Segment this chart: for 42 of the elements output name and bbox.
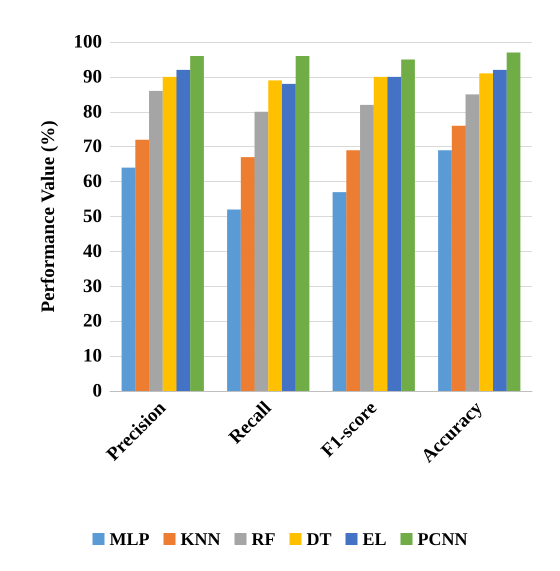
bar [401,59,415,391]
legend-label: RF [251,529,276,549]
bar [227,210,241,391]
y-tick-label: 40 [83,240,102,262]
legend-label: DT [306,529,332,549]
bar [332,192,346,391]
bar [346,150,360,391]
y-tick-label: 100 [74,32,102,52]
bar [296,56,310,391]
y-tick-label: 30 [83,276,102,297]
bar [452,126,466,391]
legend-label: PCNN [418,529,468,549]
y-tick-label: 0 [92,380,102,402]
y-tick-label: 80 [83,101,102,122]
legend-label: MLP [110,529,150,549]
bar [149,90,163,391]
bar [479,73,493,391]
y-tick-label: 60 [83,171,102,192]
y-tick-label: 90 [83,66,102,88]
bar [387,76,402,391]
y-axis-title: Performance Value (%) [38,120,59,313]
bar [492,70,507,391]
y-tick-label: 70 [83,136,102,158]
bar [240,157,255,391]
bar [374,76,388,391]
bar [254,112,268,391]
bar [438,150,452,391]
bar [135,140,150,391]
y-tick-label: 50 [83,206,102,227]
bar [190,56,204,391]
bar [282,84,296,391]
bar [162,76,176,391]
y-tick-label: 10 [83,346,102,367]
bar [176,70,190,391]
bar [268,80,282,391]
bar [466,94,480,391]
legend-label: KNN [180,529,220,549]
bar [360,104,374,391]
bar [122,168,136,391]
legend-label: EL [362,529,387,549]
y-tick-label: 20 [83,310,102,332]
bar [506,52,520,391]
